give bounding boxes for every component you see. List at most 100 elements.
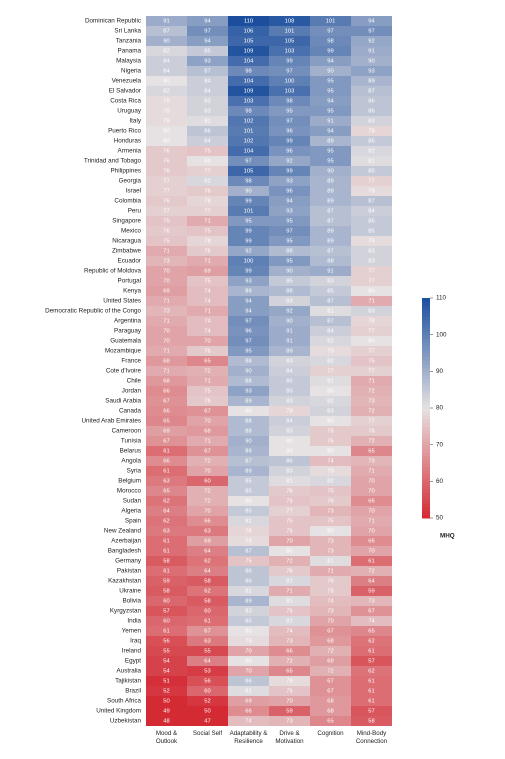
cell bbox=[187, 196, 228, 206]
cell bbox=[228, 606, 269, 616]
cell bbox=[310, 426, 351, 436]
cell bbox=[228, 706, 269, 716]
cell-label: 52 bbox=[163, 689, 169, 695]
cell bbox=[187, 326, 228, 336]
cell-label: 95 bbox=[286, 259, 292, 265]
cell bbox=[228, 16, 269, 26]
cell-label: 82 bbox=[327, 479, 333, 485]
row-label: Singapore bbox=[112, 218, 141, 225]
cell bbox=[269, 146, 310, 156]
cell bbox=[269, 186, 310, 196]
cell-label: 85 bbox=[327, 289, 333, 295]
cell bbox=[269, 336, 310, 346]
cell-label: 82 bbox=[204, 179, 210, 185]
colorbar-segment bbox=[422, 298, 430, 303]
cell bbox=[228, 276, 269, 286]
colorbar-segment bbox=[422, 327, 430, 332]
cell-label: 62 bbox=[163, 519, 169, 525]
cell bbox=[269, 386, 310, 396]
cell bbox=[310, 576, 351, 586]
cell bbox=[228, 566, 269, 576]
cell bbox=[146, 106, 187, 116]
colorbar-segment bbox=[422, 448, 430, 453]
cell-label: 95 bbox=[327, 109, 333, 115]
colorbar-segment bbox=[422, 481, 430, 486]
cell-label: 61 bbox=[163, 629, 169, 635]
cell bbox=[269, 326, 310, 336]
cell bbox=[146, 566, 187, 576]
cell bbox=[310, 306, 351, 316]
cell-label: 77 bbox=[286, 509, 292, 515]
cell bbox=[228, 126, 269, 136]
colorbar-segment bbox=[422, 441, 430, 446]
cell bbox=[310, 266, 351, 276]
cell bbox=[310, 566, 351, 576]
cell-label: 73 bbox=[327, 539, 333, 545]
cell-label: 63 bbox=[204, 529, 210, 535]
cell bbox=[351, 356, 392, 366]
cell-label: 58 bbox=[368, 719, 374, 725]
cell bbox=[269, 466, 310, 476]
cell-label: 73 bbox=[163, 259, 169, 265]
cell-label: 77 bbox=[368, 179, 374, 185]
cell-label: 70 bbox=[163, 329, 169, 335]
cell bbox=[269, 106, 310, 116]
cell-label: 103 bbox=[285, 89, 295, 95]
cell bbox=[187, 716, 228, 726]
colorbar-segment bbox=[422, 367, 430, 372]
cell-label: 57 bbox=[368, 709, 374, 715]
cell-label: 85 bbox=[286, 279, 292, 285]
cell-label: 83 bbox=[204, 109, 210, 115]
cell bbox=[146, 536, 187, 546]
cell-label: 82 bbox=[286, 579, 292, 585]
cell-label: 73 bbox=[368, 399, 374, 405]
cell bbox=[269, 536, 310, 546]
cell bbox=[228, 556, 269, 566]
cell-label: 92 bbox=[286, 309, 292, 315]
cell-label: 100 bbox=[244, 259, 254, 265]
cell bbox=[187, 96, 228, 106]
cell bbox=[310, 666, 351, 676]
cell-label: 68 bbox=[163, 379, 169, 385]
cell bbox=[146, 386, 187, 396]
cell bbox=[228, 136, 269, 146]
cell-label: 64 bbox=[204, 659, 211, 665]
cell-label: 64 bbox=[204, 569, 211, 575]
cell-label: 76 bbox=[163, 199, 169, 205]
cell bbox=[228, 266, 269, 276]
cell-label: 80 bbox=[327, 389, 333, 395]
row-label: Iraq bbox=[130, 638, 141, 645]
cell-label: 79 bbox=[163, 109, 169, 115]
cell-label: 67 bbox=[327, 629, 333, 635]
cell-label: 72 bbox=[327, 649, 333, 655]
cell-label: 91 bbox=[163, 19, 169, 25]
cell-label: 88 bbox=[327, 259, 333, 265]
cell bbox=[228, 496, 269, 506]
cell-label: 64 bbox=[204, 549, 211, 555]
cell-label: 47 bbox=[204, 719, 210, 725]
cell-label: 56 bbox=[204, 679, 210, 685]
cell-label: 87 bbox=[327, 219, 333, 225]
cell bbox=[310, 226, 351, 236]
colorbar-segment bbox=[422, 334, 430, 339]
cell bbox=[187, 116, 228, 126]
cell-label: 82 bbox=[163, 49, 169, 55]
cell-label: 80 bbox=[368, 289, 374, 295]
cell bbox=[228, 446, 269, 456]
cell-label: 76 bbox=[204, 399, 210, 405]
cell bbox=[351, 96, 392, 106]
cell bbox=[351, 186, 392, 196]
cell bbox=[146, 406, 187, 416]
cell bbox=[269, 306, 310, 316]
cell-label: 59 bbox=[368, 589, 374, 595]
colorbar-segment bbox=[422, 393, 430, 398]
cell-label: 84 bbox=[204, 79, 211, 85]
column-label: Adaptability & Resilience bbox=[229, 730, 268, 745]
colorbar-segment bbox=[422, 419, 430, 424]
cell-label: 90 bbox=[286, 319, 292, 325]
cell-label: 66 bbox=[368, 539, 374, 545]
cell-label: 75 bbox=[204, 389, 210, 395]
cell-label: 89 bbox=[327, 199, 333, 205]
cell bbox=[146, 556, 187, 566]
cell-label: 80 bbox=[327, 419, 333, 425]
